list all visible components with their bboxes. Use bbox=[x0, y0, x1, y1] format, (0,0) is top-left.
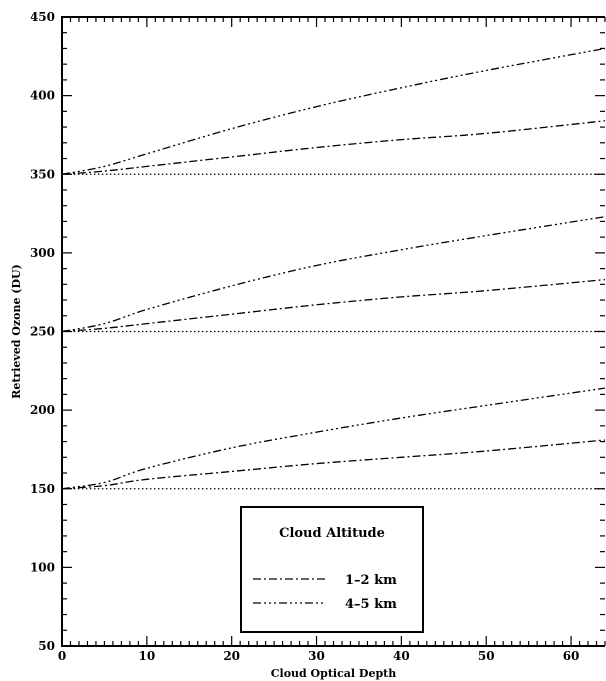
y-tick-label: 250 bbox=[30, 325, 55, 339]
series-line-dash-dot-7 bbox=[61, 439, 606, 490]
y-tick-label: 400 bbox=[30, 89, 55, 103]
x-tick-label: 10 bbox=[138, 649, 155, 663]
series-line-dash-dot-dot-dot-2 bbox=[61, 47, 606, 175]
x-axis-title: Cloud Optical Depth bbox=[271, 667, 396, 680]
x-tick-label: 0 bbox=[58, 649, 66, 663]
y-axis-title: Retrieved Ozone (DU) bbox=[10, 264, 23, 399]
x-tick-label: 30 bbox=[308, 649, 325, 663]
legend-label: 4–5 km bbox=[345, 597, 397, 612]
x-tick-label: 60 bbox=[563, 649, 580, 663]
y-tick-label: 50 bbox=[38, 639, 55, 653]
axes: 0 10 20 30 40 50 60 50 100 150 200 250 300 350 400 450 bbox=[30, 10, 606, 663]
legend-box bbox=[240, 506, 424, 633]
series-line-dash-dot-dot-dot-8 bbox=[61, 387, 606, 490]
x-tick-label: 40 bbox=[393, 649, 410, 663]
legend-title: Cloud Altitude bbox=[279, 526, 385, 541]
y-tick-label: 200 bbox=[30, 403, 55, 417]
y-tick-label: 100 bbox=[30, 560, 55, 574]
series-line-dash-dot-4 bbox=[61, 278, 606, 333]
legend: Cloud Altitude 1–2 km 4–5 km bbox=[240, 506, 424, 633]
x-tick-label: 20 bbox=[223, 649, 240, 663]
legend-label: 1–2 km bbox=[345, 573, 397, 588]
y-tick-label: 150 bbox=[30, 482, 55, 496]
y-tick-label: 450 bbox=[30, 10, 55, 24]
plot-lines bbox=[61, 47, 606, 490]
y-tick-label: 350 bbox=[30, 167, 55, 181]
x-tick-label: 50 bbox=[478, 649, 495, 663]
series-line-dash-dot-1 bbox=[61, 120, 606, 175]
series-line-dash-dot-dot-dot-5 bbox=[61, 216, 606, 333]
y-tick-label: 300 bbox=[30, 246, 55, 260]
